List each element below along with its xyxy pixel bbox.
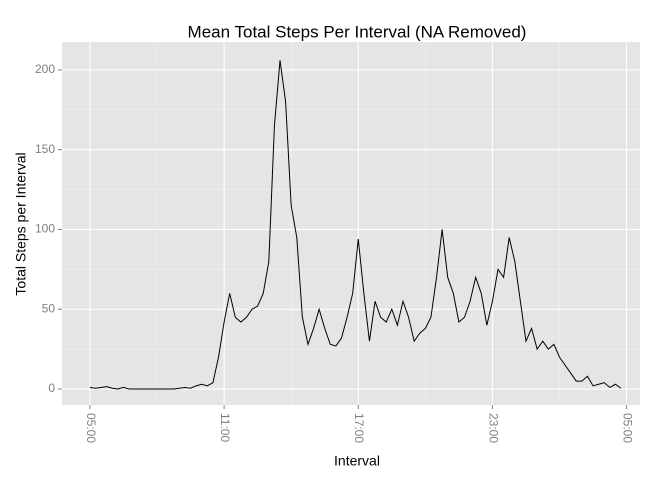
- x-tick-label: 23:00: [486, 413, 500, 443]
- y-tick-label: 50: [42, 301, 56, 315]
- panel: [62, 42, 640, 405]
- y-tick-label: 0: [48, 381, 55, 395]
- x-axis-title: Interval: [334, 453, 380, 469]
- y-axis-title: Total Steps per Interval: [13, 152, 29, 295]
- x-tick-label: 05:00: [84, 413, 98, 443]
- y-tick-label: 100: [35, 222, 55, 236]
- x-tick-label: 17:00: [352, 413, 366, 443]
- x-tick-label: 11:00: [218, 413, 232, 442]
- data-line: [89, 60, 622, 390]
- x-tick-label: 05:00: [620, 413, 634, 443]
- y-tick-label: 150: [35, 142, 55, 156]
- chart-title: Mean Total Steps Per Interval (NA Remove…: [188, 22, 527, 41]
- y-tick-label: 200: [35, 62, 55, 76]
